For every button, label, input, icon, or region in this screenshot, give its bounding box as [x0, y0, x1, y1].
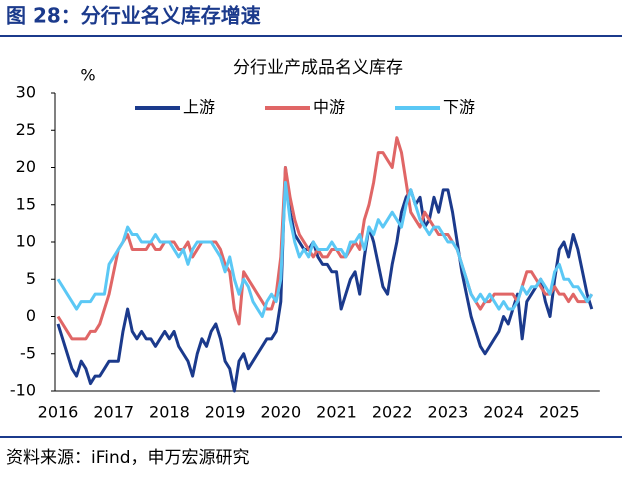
x-tick-label: 2021: [316, 403, 357, 422]
source: 资料来源：iFind，申万宏源研究: [6, 448, 250, 468]
x-tick-label: 2023: [428, 403, 469, 422]
x-tick-label: 2016: [38, 403, 79, 422]
y-tick-label: 30: [16, 83, 36, 102]
y-tick-label: 5: [26, 269, 36, 288]
x-tick-label: 2022: [372, 403, 413, 422]
series-line: [56, 180, 594, 318]
x-tick-label: 2025: [539, 403, 580, 422]
y-tick-label: -5: [20, 343, 36, 362]
y-unit: %: [80, 66, 95, 85]
y-tick-label: 15: [16, 194, 36, 213]
y-tick-label: 0: [26, 306, 36, 325]
series-line: [56, 136, 594, 341]
series-line: [56, 166, 594, 393]
y-tick-label: 25: [16, 120, 36, 139]
figure-title: 图 28：分行业名义库存增速: [6, 4, 261, 28]
y-tick-label: 20: [16, 157, 36, 176]
legend-label: 下游: [443, 98, 475, 117]
legend-label: 中游: [313, 98, 345, 117]
x-tick-label: 2017: [93, 403, 134, 422]
y-tick-label: -10: [10, 381, 36, 400]
chart-title: 分行业产成品名义库存: [233, 58, 403, 78]
x-tick-label: 2018: [149, 403, 190, 422]
x-tick-label: 2020: [260, 403, 301, 422]
x-tick-label: 2019: [205, 403, 246, 422]
legend-label: 上游: [183, 98, 215, 117]
x-tick-label: 2024: [483, 403, 524, 422]
y-tick-label: 10: [16, 232, 36, 251]
